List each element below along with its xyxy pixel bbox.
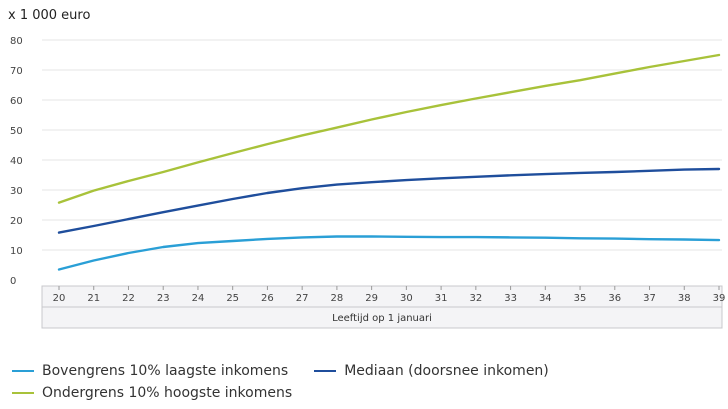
y-tick-label: 70 [10,66,23,77]
x-tick-label: 34 [539,293,552,304]
legend-label: Mediaan (doorsnee inkomen) [344,363,549,379]
y-unit-label: x 1 000 euro [8,8,91,23]
x-tick-label: 39 [713,293,726,304]
y-tick-label: 80 [10,36,23,47]
x-tick-label: 36 [608,293,621,304]
legend-item-mediaan[interactable]: Mediaan (doorsnee inkomen) [314,363,549,379]
x-tick-label: 31 [435,293,448,304]
x-axis: 20 21 22 23 24 25 26 27 28 29 30 31 32 33 34 35 36 37 38 39… [41,285,726,329]
legend-swatch [314,370,337,372]
y-tick-label: 30 [10,186,23,197]
x-tick-label: 25 [226,293,239,304]
y-tick-label: 40 [10,156,23,167]
x-tick-label: 32 [469,293,482,304]
x-tick-label: 27 [296,293,309,304]
legend-item-ondergrens[interactable]: Ondergrens 10% hoogste inkomens [12,385,292,401]
x-tick-label: 37 [643,293,656,304]
y-axis: 0 10 20 30 40 50 60 70 80 [10,36,23,287]
series-line-2 [57,53,721,204]
x-tick-label: 28 [331,293,344,304]
legend-label: Ondergrens 10% hoogste inkomens [42,385,293,401]
series-group [57,53,721,271]
legend-item-bovengrens[interactable]: Bovengrens 10% laagste inkomens [12,363,288,379]
y-tick-label: 50 [10,126,23,137]
series-line-1 [57,167,721,234]
legend: Bovengrens 10% laagste inkomens Mediaan … [12,360,575,404]
x-tick-label: 33 [504,293,517,304]
y-tick-label: 0 [10,276,16,287]
x-tick-label: 26 [261,293,274,304]
x-tick-label: 20 [53,293,66,304]
x-tick-label: 23 [157,293,170,304]
x-tick-label: 30 [400,293,413,304]
y-tick-label: 20 [10,216,23,227]
series-line-0 [57,235,721,271]
grid-lines [42,39,722,251]
x-tick-label: 21 [87,293,100,304]
x-tick-label: 22 [122,293,135,304]
x-tick-label: 24 [192,293,205,304]
x-tick-label: 29 [365,293,378,304]
x-tick-label: 38 [678,293,691,304]
legend-swatch [12,392,34,394]
x-tick-label: 35 [574,293,587,304]
legend-label: Bovengrens 10% laagste inkomens [42,363,289,379]
x-axis-title: Leeftijd op 1 januari [332,313,432,324]
y-tick-label: 10 [10,246,23,257]
legend-swatch [12,370,34,372]
y-tick-label: 60 [10,96,23,107]
